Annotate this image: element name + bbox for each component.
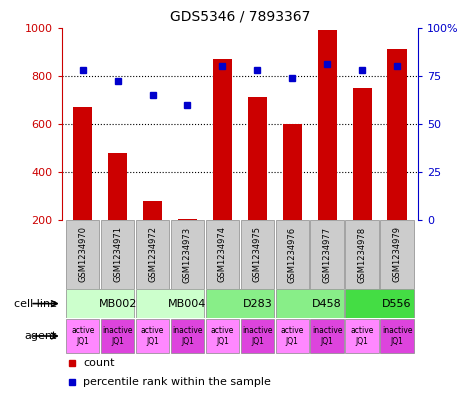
Text: MB004: MB004 (168, 299, 207, 309)
Bar (345, 220, 379, 289)
Text: GSM1234974: GSM1234974 (218, 226, 227, 283)
Bar (276, 220, 309, 289)
Text: count: count (83, 358, 114, 367)
Bar (136, 220, 169, 289)
Bar (66, 289, 134, 318)
Bar (380, 220, 414, 289)
Text: inactive
JQ1: inactive JQ1 (172, 326, 203, 346)
Bar (101, 319, 134, 353)
Bar (380, 319, 414, 353)
Bar (206, 319, 239, 353)
Text: inactive
JQ1: inactive JQ1 (312, 326, 342, 346)
Bar (283, 124, 302, 220)
Text: D283: D283 (242, 299, 272, 309)
Bar (66, 220, 99, 289)
Text: cell line: cell line (14, 299, 57, 309)
Bar (73, 107, 92, 220)
Text: GSM1234977: GSM1234977 (323, 226, 332, 283)
Bar (240, 319, 274, 353)
Text: inactive
JQ1: inactive JQ1 (382, 326, 412, 346)
Text: GSM1234979: GSM1234979 (392, 226, 401, 283)
Bar (240, 220, 274, 289)
Text: GSM1234978: GSM1234978 (358, 226, 367, 283)
Bar (171, 319, 204, 353)
Bar (213, 59, 232, 220)
Text: agent: agent (25, 331, 57, 341)
Bar (318, 30, 337, 220)
Text: GSM1234973: GSM1234973 (183, 226, 192, 283)
Bar (136, 319, 169, 353)
Text: GSM1234976: GSM1234976 (288, 226, 297, 283)
Bar (143, 201, 162, 220)
Bar (136, 289, 204, 318)
Text: GSM1234970: GSM1234970 (78, 226, 87, 283)
Bar (178, 219, 197, 220)
Text: MB002: MB002 (98, 299, 137, 309)
Text: active
JQ1: active JQ1 (211, 326, 234, 346)
Text: GDS5346 / 7893367: GDS5346 / 7893367 (170, 9, 310, 24)
Text: inactive
JQ1: inactive JQ1 (103, 326, 133, 346)
Bar (345, 289, 414, 318)
Bar (388, 49, 407, 220)
Bar (345, 319, 379, 353)
Text: GSM1234975: GSM1234975 (253, 226, 262, 283)
Text: active
JQ1: active JQ1 (71, 326, 95, 346)
Bar (101, 220, 134, 289)
Bar (352, 88, 372, 220)
Text: GSM1234972: GSM1234972 (148, 226, 157, 283)
Text: D458: D458 (313, 299, 342, 309)
Text: percentile rank within the sample: percentile rank within the sample (83, 377, 271, 387)
Bar (66, 319, 99, 353)
Text: inactive
JQ1: inactive JQ1 (242, 326, 273, 346)
Bar (276, 289, 344, 318)
Bar (276, 319, 309, 353)
Text: active
JQ1: active JQ1 (351, 326, 374, 346)
Bar (206, 220, 239, 289)
Bar (248, 97, 267, 220)
Bar (171, 220, 204, 289)
Text: active
JQ1: active JQ1 (141, 326, 164, 346)
Text: D556: D556 (382, 299, 412, 309)
Bar (311, 319, 344, 353)
Bar (311, 220, 344, 289)
Bar (206, 289, 274, 318)
Text: GSM1234971: GSM1234971 (113, 226, 122, 283)
Text: active
JQ1: active JQ1 (281, 326, 304, 346)
Bar (108, 152, 127, 220)
